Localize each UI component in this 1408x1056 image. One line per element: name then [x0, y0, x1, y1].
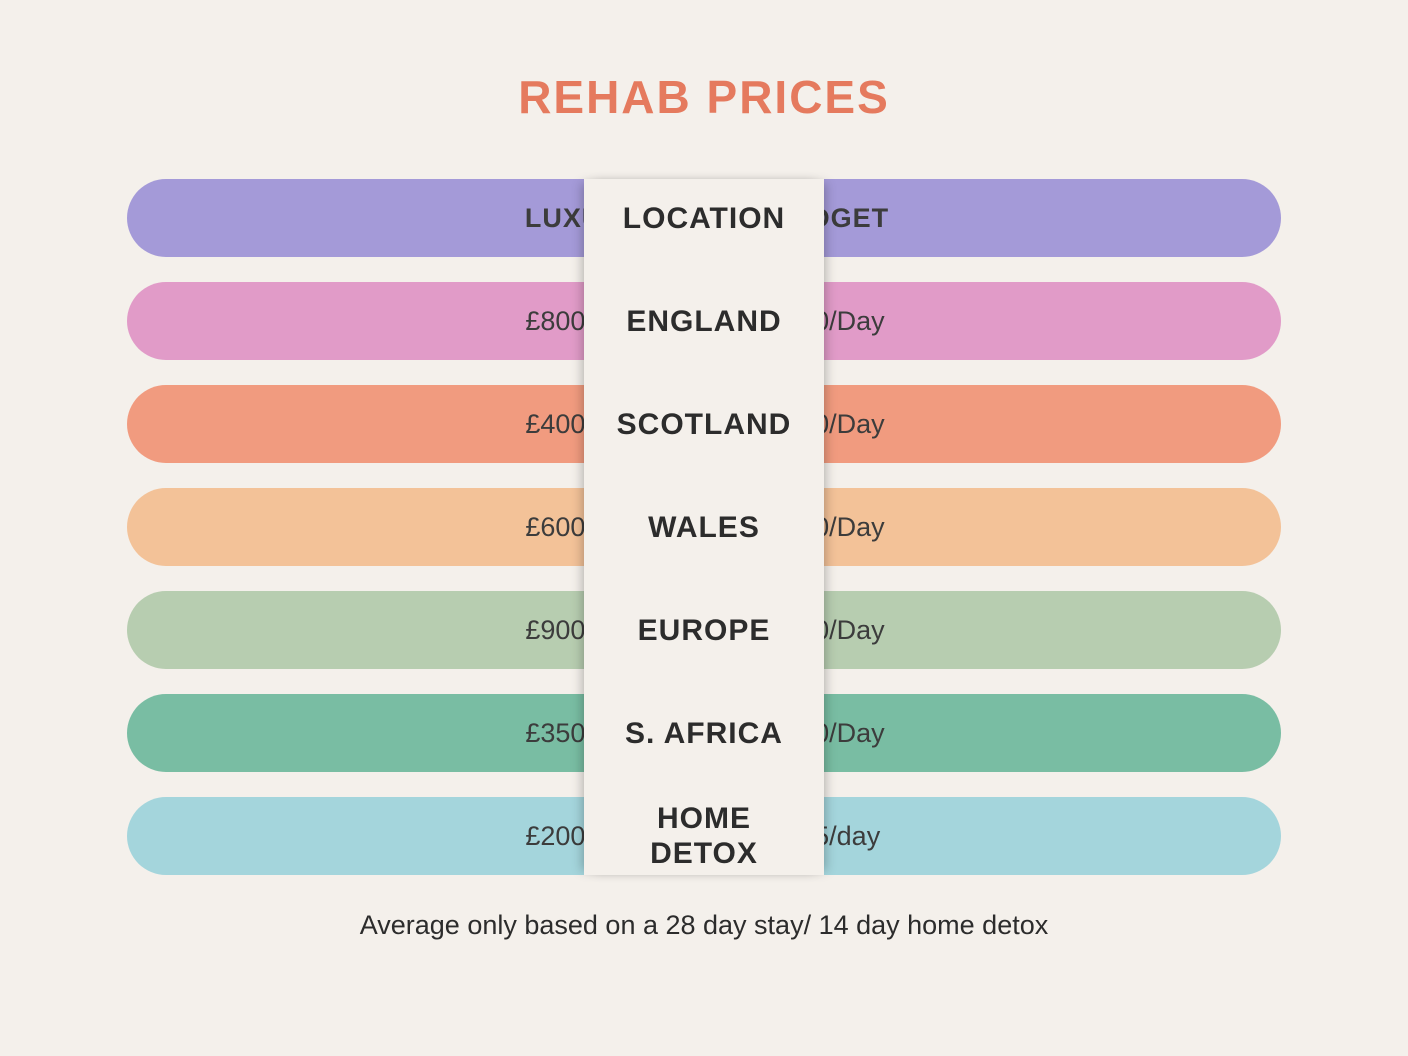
location-label: SCOTLAND	[584, 408, 824, 443]
page-title: REHAB PRICES	[0, 70, 1408, 124]
header-location-label: LOCATION	[584, 202, 824, 237]
location-label: HOMEDETOX	[584, 802, 824, 871]
location-label: WALES	[584, 511, 824, 546]
location-label: S. AFRICA	[584, 717, 824, 752]
location-label: EUROPE	[584, 614, 824, 649]
footnote-text: Average only based on a 28 day stay/ 14 …	[0, 910, 1408, 941]
location-label: ENGLAND	[584, 305, 824, 340]
price-table: LUXURYBUDGETLOCATION£800/Day£200/DayENGL…	[127, 179, 1281, 875]
infographic-container: REHAB PRICES LUXURYBUDGETLOCATION£800/Da…	[0, 0, 1408, 1056]
